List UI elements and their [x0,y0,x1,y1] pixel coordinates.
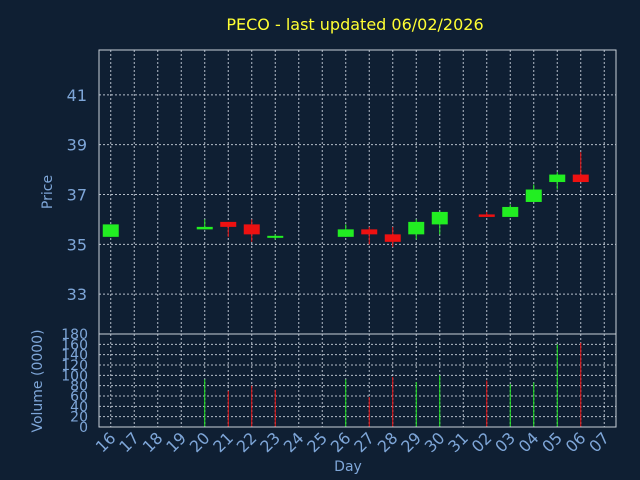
price-tick-label: 39 [67,136,87,155]
candle-body [408,221,425,235]
volume-gridlines [99,333,616,428]
volume-panel-frame [98,333,617,428]
candle-body [549,174,566,183]
candle-body [267,235,284,238]
volume-tick-label: 0 [79,420,88,436]
volume-tick-label: 140 [61,348,88,364]
volume-tick-label: 180 [61,327,88,343]
price-tick-label: 35 [67,235,87,254]
axis-ticks: 1617181920212223242526272829303102030405… [61,86,613,456]
volume-tick-label: 20 [70,410,88,426]
volume-axis-label: Volume (0000) [30,329,46,432]
volume-tick-label: 160 [61,337,88,353]
candle-body [478,214,495,217]
x-tick-label: 07 [585,428,613,456]
volume-tick-label: 40 [70,399,88,415]
candle-body [431,211,448,225]
candle-body [572,174,589,183]
volume-bars [204,342,582,427]
candle-body [502,206,519,217]
price-tick-label: 33 [67,285,87,304]
candle-body [102,224,119,237]
candle-body [243,224,260,235]
volume-tick-label: 100 [61,368,88,384]
price-tick-label: 41 [67,86,87,105]
price-candles [102,152,589,247]
volume-tick-label: 60 [70,389,88,405]
candle-body [384,234,401,242]
price-tick-label: 37 [67,185,87,204]
chart-title: PECO - last updated 06/02/2026 [226,15,483,34]
volume-tick-label: 120 [61,358,88,374]
candle-body [196,226,213,230]
price-axis-label: Price [40,175,56,209]
candle-body [337,229,354,237]
candle-body [525,189,542,202]
price-gridlines [99,50,616,334]
x-axis-label: Day [334,459,362,475]
volume-tick-label: 80 [70,379,88,395]
candle-body [361,229,378,235]
candle-body [220,221,237,227]
